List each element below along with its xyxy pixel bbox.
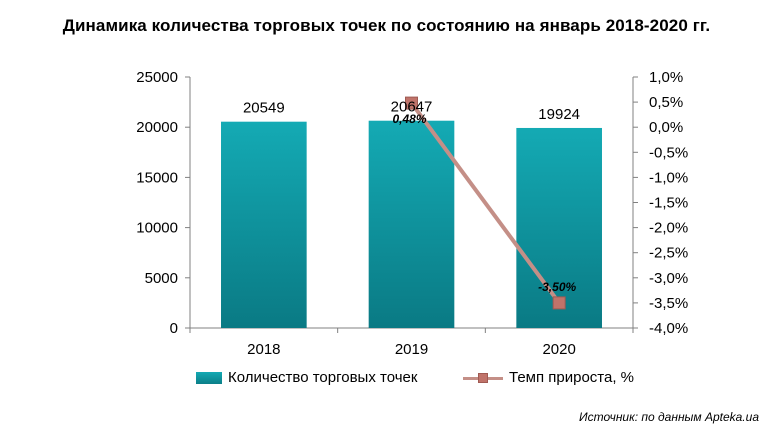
right-tick-label: -3,5% [649,295,688,312]
bar [221,121,307,328]
growth-line [409,101,561,305]
legend-item-line: Темп прироста, % [463,369,634,386]
left-tick-label: 25000 [136,69,178,86]
left-tick-label: 5000 [145,270,178,287]
right-tick-label: -1,5% [649,195,688,212]
x-tick-label: 2020 [542,341,575,358]
x-tick-label: 2018 [247,341,280,358]
legend-item-bars: Количество торговых точек [196,369,417,386]
growth-value-label: 0,48% [392,112,426,126]
legend-swatch-line [463,372,503,384]
right-tick-label: 1,0% [649,69,683,86]
growth-marker [552,296,566,310]
left-axis: 0 5000 10000 15000 20000 25000 [136,69,191,337]
chart-title: Динамика количества торговых точек по со… [62,16,711,35]
bar-series [221,120,602,328]
x-tick-label: 2019 [395,341,428,358]
right-tick-label: -2,5% [649,245,688,262]
growth-value-label: -3,50% [538,280,576,294]
right-tick-label: -0,5% [649,144,688,161]
bar-value-label: 20549 [243,100,285,117]
line-series [405,96,566,310]
bar-value-label: 20647 [391,99,433,116]
x-axis: 2018 2019 2020 [189,327,634,358]
bar-value-label: 19924 [538,106,580,123]
left-tick-label: 10000 [136,220,178,237]
source-note: Источник: по данным Apteka.ua [579,410,759,424]
right-tick-label: -4,0% [649,320,688,337]
legend: Количество торговых точек Темп прироста,… [0,369,773,389]
bar [516,127,602,328]
right-tick-label: -1,0% [649,169,688,186]
right-tick-label: 0,0% [649,119,683,136]
legend-label-line: Темп прироста, % [509,369,635,386]
left-tick-label: 0 [170,320,178,337]
right-tick-label: -3,0% [649,270,688,287]
bar [368,120,455,328]
left-tick-label: 15000 [136,169,178,186]
legend-swatch-bar [196,371,222,384]
right-axis: 1,0% 0,5% 0,0% -0,5% -1,0% -1,5% -2,0% -2,5% -3,… [632,69,688,337]
left-tick-label: 20000 [136,119,178,136]
right-tick-label: 0,5% [649,94,683,111]
legend-label-bars: Количество торговых точек [228,369,418,386]
growth-marker [405,96,418,110]
right-tick-label: -2,0% [649,220,688,237]
data-labels: 20549 20647 19924 0,48% -3,50% [243,99,580,294]
